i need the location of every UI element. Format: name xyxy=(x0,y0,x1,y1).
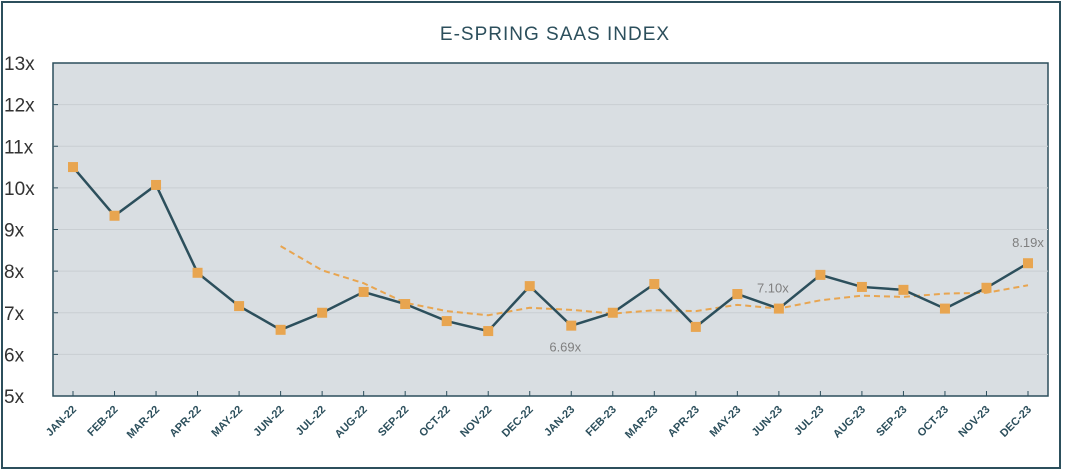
x-tick-label: JAN-23 xyxy=(542,404,577,439)
x-tick-label: MAY-23 xyxy=(708,404,744,440)
x-tick-label: AUG-22 xyxy=(333,404,370,441)
data-point-marker xyxy=(773,303,784,314)
data-point-marker xyxy=(1023,258,1033,269)
x-tick-label: JUL-22 xyxy=(294,404,328,438)
data-point-marker xyxy=(856,281,867,292)
data-point-marker xyxy=(400,299,411,310)
x-tick-label: MAR-23 xyxy=(623,404,660,441)
x-tick-label: AUG-23 xyxy=(831,404,868,441)
chart-title: E-SPRING SAAS INDEX xyxy=(440,24,670,45)
data-point-marker xyxy=(981,282,992,293)
x-tick-label: APR-23 xyxy=(666,404,702,440)
y-tick-label: 11x xyxy=(4,137,34,158)
y-tick-label: 9x xyxy=(4,221,25,242)
data-point-marker xyxy=(732,289,743,300)
data-point-marker xyxy=(234,301,245,312)
y-tick-label: 13x xyxy=(4,54,35,75)
data-point-marker xyxy=(524,281,535,292)
data-label: 6.69x xyxy=(549,340,581,355)
x-tick-label: JUN-23 xyxy=(750,404,785,439)
x-tick-label: APR-22 xyxy=(168,404,204,440)
data-point-marker xyxy=(690,321,701,332)
data-point-marker xyxy=(317,307,328,318)
x-tick-label: JUL-23 xyxy=(792,404,826,438)
x-tick-label: NOV-23 xyxy=(956,404,992,440)
x-tick-label: JAN-22 xyxy=(44,404,79,439)
data-point-marker xyxy=(566,320,577,331)
data-point-marker xyxy=(649,279,660,290)
x-tick-label: OCT-22 xyxy=(417,404,453,440)
data-label: 8.19x xyxy=(1012,235,1044,250)
x-tick-label: MAR-22 xyxy=(125,404,162,441)
data-point-marker xyxy=(815,269,826,280)
data-label: 7.10x xyxy=(757,281,789,296)
x-tick-label: DEC-22 xyxy=(500,404,536,440)
data-point-marker xyxy=(939,303,950,314)
index-line xyxy=(72,166,1029,333)
x-tick-label: NOV-22 xyxy=(458,404,494,440)
x-tick-label: OCT-23 xyxy=(915,404,951,440)
x-tick-label: SEP-22 xyxy=(376,404,411,439)
x-tick-label: JUN-22 xyxy=(251,404,286,439)
data-point-marker xyxy=(898,284,909,295)
x-tick-label: DEC-23 xyxy=(998,404,1034,440)
y-tick-label: 6x xyxy=(4,345,25,366)
y-tick-label: 10x xyxy=(4,179,35,200)
data-point-marker xyxy=(192,267,203,278)
data-point-marker xyxy=(483,326,494,337)
data-point-marker xyxy=(275,324,286,335)
data-point-marker xyxy=(109,210,120,221)
y-tick-label: 7x xyxy=(4,304,25,325)
data-point-marker xyxy=(68,162,78,173)
data-point-marker xyxy=(151,179,162,190)
y-tick-label: 8x xyxy=(4,262,25,283)
data-point-marker xyxy=(441,316,452,327)
x-tick-label: FEB-23 xyxy=(584,404,619,439)
data-point-marker xyxy=(607,307,618,318)
data-point-marker xyxy=(358,286,369,297)
x-tick-label: SEP-23 xyxy=(874,404,909,439)
y-tick-label: 5x xyxy=(4,387,25,408)
x-tick-label: MAY-22 xyxy=(209,404,245,440)
y-tick-label: 12x xyxy=(4,96,35,117)
x-tick-label: FEB-22 xyxy=(85,404,120,439)
